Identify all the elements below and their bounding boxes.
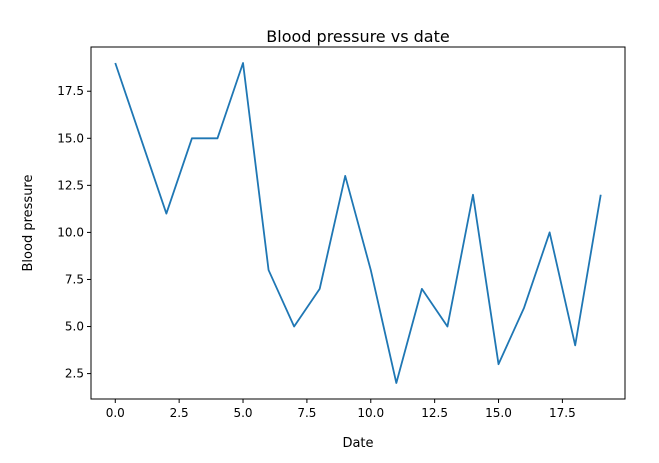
x-tick-label: 12.5 [421, 406, 448, 420]
y-tick-label: 5.0 [65, 320, 84, 334]
x-tick-label: 15.0 [485, 406, 512, 420]
x-tick-label: 5.0 [233, 406, 252, 420]
x-tick-label: 10.0 [357, 406, 384, 420]
y-axis: 2.5 5.0 7.5 10.0 12.5 15.0 17.5 [57, 84, 91, 381]
chart-title: Blood pressure vs date [266, 27, 449, 46]
x-tick-label: 0.0 [106, 406, 125, 420]
x-tick-label: 2.5 [170, 406, 189, 420]
series-line [114, 62, 602, 384]
x-axis-label: Date [342, 436, 373, 451]
y-tick-label: 7.5 [65, 272, 84, 286]
y-tick-label: 12.5 [57, 178, 84, 192]
y-tick-label: 15.0 [57, 131, 84, 145]
series-layer [114, 62, 602, 384]
y-tick-label: 2.5 [65, 367, 84, 381]
plot-area-frame [90, 46, 626, 400]
x-tick-label: 17.5 [549, 406, 576, 420]
y-axis-label: Blood pressure [21, 175, 36, 272]
y-tick-label: 17.5 [57, 84, 84, 98]
x-axis: 0.0 2.5 5.0 7.5 10.0 12.5 15.0 17.5 [106, 399, 576, 420]
x-tick-label: 7.5 [297, 406, 316, 420]
y-tick-label: 10.0 [57, 225, 84, 239]
